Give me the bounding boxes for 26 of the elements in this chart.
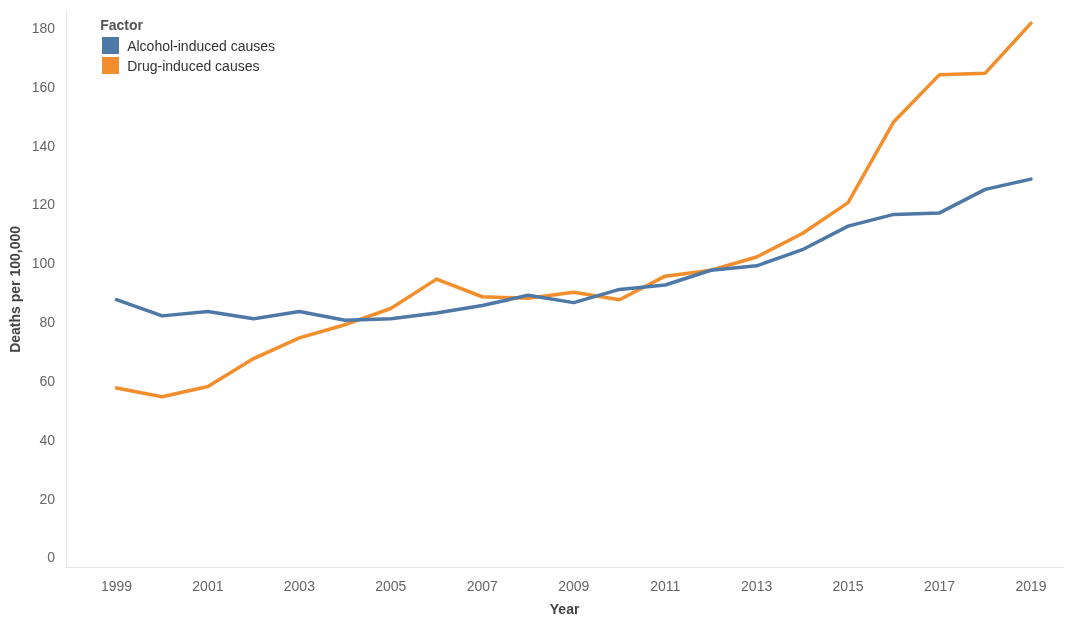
legend-label: Drug-induced causes xyxy=(127,57,260,74)
legend-title: Factor xyxy=(100,17,144,34)
y-tick-label: 100 xyxy=(31,255,56,272)
y-tick-label: 160 xyxy=(31,78,56,95)
y-tick-label: 140 xyxy=(31,137,56,154)
x-tick-label: 2007 xyxy=(466,577,499,594)
legend-label: Alcohol-induced causes xyxy=(127,37,276,54)
y-tick-label: 0 xyxy=(47,549,56,566)
x-tick-label: 2019 xyxy=(1015,577,1047,594)
x-tick-label: 2003 xyxy=(283,577,316,594)
y-tick-label: 20 xyxy=(39,490,56,507)
y-tick-label: 180 xyxy=(31,19,56,36)
y-axis-title: Deaths per 100,000 xyxy=(7,225,24,353)
y-tick-label: 60 xyxy=(39,372,56,389)
y-tick-label: 40 xyxy=(39,431,56,448)
x-tick-label: 2005 xyxy=(375,577,407,594)
y-tick-label: 80 xyxy=(39,314,56,331)
x-tick-label: 2013 xyxy=(741,577,773,594)
x-axis-title: Year xyxy=(549,601,580,618)
x-tick-label: 2017 xyxy=(923,577,956,594)
x-tick-label: 2011 xyxy=(650,577,681,594)
x-tick-label: 2015 xyxy=(832,577,864,594)
y-tick-label: 120 xyxy=(31,196,56,213)
x-tick-label: 1999 xyxy=(100,577,133,594)
x-tick-label: 2001 xyxy=(192,577,224,594)
x-tick-label: 2009 xyxy=(558,577,590,594)
